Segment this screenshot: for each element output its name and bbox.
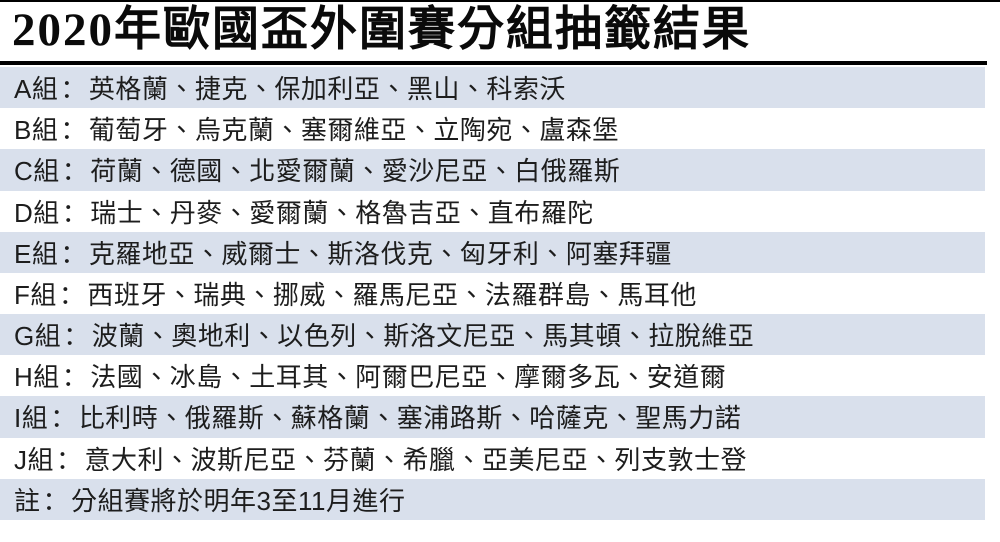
colon-separator: ： [60, 115, 87, 146]
colon-separator: ： [42, 485, 70, 516]
team-list: 波蘭、奧地利、以色列、斯洛文尼亞、馬其頓、拉脫維亞 [91, 321, 755, 352]
table-row: C組 ： 荷蘭、德國、北愛爾蘭、愛沙尼亞、白俄羅斯 [0, 149, 985, 191]
table-row: D組 ： 瑞士、丹麥、愛爾蘭、格魯吉亞、直布羅陀 [0, 190, 985, 232]
colon-separator: ： [61, 156, 89, 187]
team-list: 英格蘭、捷克、保加利亞、黑山、科索沃 [88, 74, 566, 105]
colon-separator: ： [61, 362, 89, 393]
table-row: F組 ： 西班牙、瑞典、挪威、羅馬尼亞、法羅群島、馬耳他 [0, 272, 985, 315]
group-label: E組 [14, 238, 59, 269]
group-label: B組 [14, 115, 59, 146]
table-row: I組 ： 比利時、俄羅斯、蘇格蘭、塞浦路斯、哈薩克、聖馬力諾 [0, 396, 985, 438]
colon-separator: ： [63, 321, 90, 352]
table-row: E組 ： 克羅地亞、威爾士、斯洛伐克、匈牙利、阿塞拜疆 [0, 231, 985, 273]
group-label: F組 [14, 279, 57, 310]
team-list: 克羅地亞、威爾士、斯洛伐克、匈牙利、阿塞拜疆 [88, 238, 672, 269]
group-label: I組 [14, 403, 49, 434]
team-list: 意大利、波斯尼亞、芬蘭、希臘、亞美尼亞、列支敦士登 [84, 444, 748, 475]
colon-separator: ： [60, 238, 87, 269]
colon-separator: ： [56, 444, 83, 475]
group-table: A組 ： 英格蘭、捷克、保加利亞、黑山、科索沃 B組 ： 葡萄牙、烏克蘭、塞爾維… [0, 67, 985, 520]
group-label: H組 [14, 362, 60, 393]
group-label: 註 [14, 485, 41, 516]
group-label: D組 [14, 197, 60, 228]
top-border-rule [0, 0, 1000, 2]
group-label: G組 [14, 321, 62, 352]
table-row: 註 ： 分組賽將於明年3至11月進行 [0, 478, 985, 520]
team-list: 瑞士、丹麥、愛爾蘭、格魯吉亞、直布羅陀 [90, 197, 594, 228]
group-label: A組 [14, 74, 59, 105]
table-row: G組 ： 波蘭、奧地利、以色列、斯洛文尼亞、馬其頓、拉脫維亞 [0, 314, 985, 356]
colon-separator: ： [58, 279, 86, 310]
group-label: J組 [14, 444, 55, 475]
team-list: 法國、冰島、土耳其、阿爾巴尼亞、摩爾多瓦、安道爾 [90, 362, 727, 393]
group-label: C組 [14, 156, 60, 187]
colon-separator: ： [50, 403, 77, 434]
team-list: 西班牙、瑞典、挪威、羅馬尼亞、法羅群島、馬耳他 [87, 279, 697, 310]
team-list: 比利時、俄羅斯、蘇格蘭、塞浦路斯、哈薩克、聖馬力諾 [78, 403, 742, 434]
table-row: A組 ： 英格蘭、捷克、保加利亞、黑山、科索沃 [0, 67, 985, 109]
table-row: B組 ： 葡萄牙、烏克蘭、塞爾維亞、立陶宛、盧森堡 [0, 108, 985, 150]
colon-separator: ： [60, 74, 87, 105]
table-row: J組 ： 意大利、波斯尼亞、芬蘭、希臘、亞美尼亞、列支敦士登 [0, 437, 985, 479]
table-row: H組 ： 法國、冰島、土耳其、阿爾巴尼亞、摩爾多瓦、安道爾 [0, 355, 985, 397]
title-divider-rule [0, 61, 987, 65]
colon-separator: ： [61, 197, 89, 228]
team-list: 荷蘭、德國、北愛爾蘭、愛沙尼亞、白俄羅斯 [90, 156, 621, 187]
team-list: 葡萄牙、烏克蘭、塞爾維亞、立陶宛、盧森堡 [88, 115, 619, 146]
team-list: 分組賽將於明年3至11月進行 [71, 485, 406, 516]
page-title: 2020年歐國盃外圍賽分組抽籤結果 [12, 4, 751, 56]
